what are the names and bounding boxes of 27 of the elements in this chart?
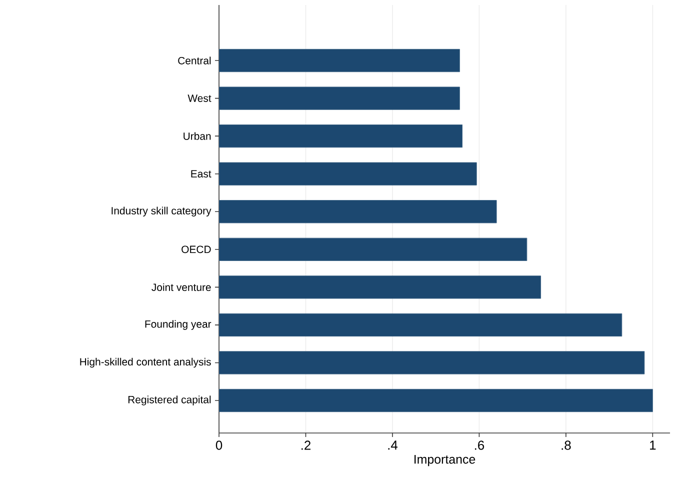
bar: [219, 162, 477, 186]
y-tick-label: Joint venture: [152, 283, 211, 292]
y-tick-label: OECD: [182, 246, 211, 254]
x-tick-label: .4: [388, 440, 398, 450]
x-axis-title: Importance: [414, 455, 476, 466]
x-tick-label: .8: [562, 440, 571, 450]
y-tick-label: East: [191, 170, 212, 178]
y-tick-label: High-skilled content analysis: [80, 358, 211, 368]
x-tick-label: 1: [650, 440, 656, 450]
bar: [219, 313, 622, 337]
y-tick-label: Registered capital: [128, 396, 211, 406]
x-tick-label: .2: [302, 440, 310, 450]
y-tick-label: Urban: [184, 132, 211, 140]
y-tick-label: Founding year: [145, 320, 212, 330]
bar: [219, 124, 463, 148]
bar: [219, 276, 542, 299]
x-tick-label: .6: [474, 440, 484, 450]
bar: [219, 200, 497, 224]
bar: [219, 48, 460, 72]
bar: [219, 388, 653, 412]
y-tick-label: Central: [178, 56, 211, 64]
bar: [219, 86, 460, 110]
y-tick-label: Industry skill category: [112, 206, 212, 216]
bar: [219, 351, 645, 374]
bar: [219, 238, 528, 261]
x-tick-label: 0: [216, 440, 222, 450]
y-tick-label: West: [188, 94, 212, 102]
